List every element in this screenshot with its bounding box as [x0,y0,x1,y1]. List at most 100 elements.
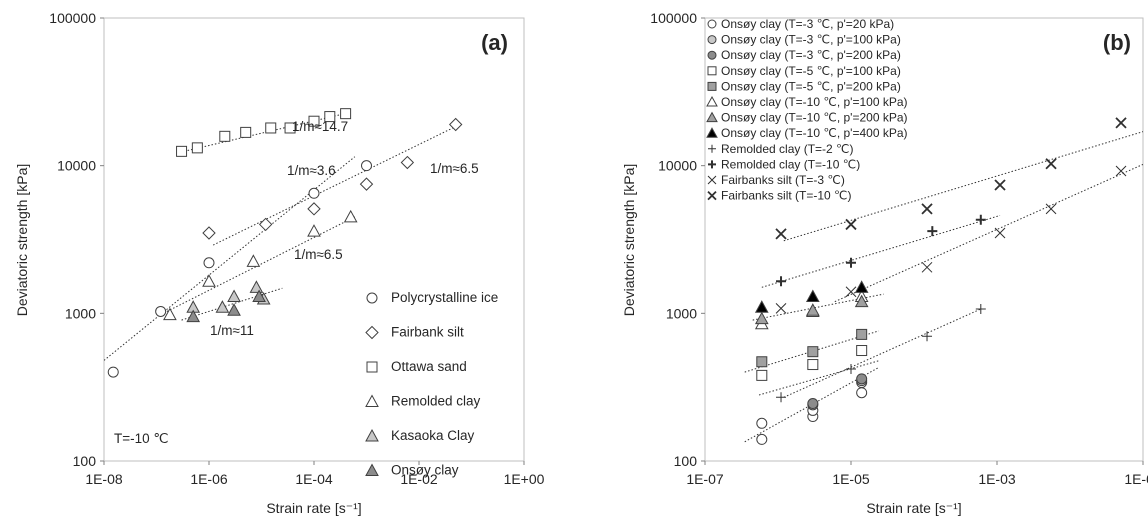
trendline [177,111,351,154]
data-point [107,366,119,378]
legend-label: Fairbanks silt (T=-10 ℃) [721,189,852,203]
x-tick-label: 1E-05 [832,471,870,487]
x-tick-label: 1E-04 [295,471,333,487]
legend-marker [707,50,717,60]
x-tick-label: 1E+00 [504,471,545,487]
trendline [744,367,879,443]
data-point [807,398,819,410]
legend-marker [706,95,718,107]
legend-marker [707,175,717,185]
trendline [761,214,1001,288]
data-point [202,274,216,287]
y-tick-label: 1000 [65,305,96,321]
legend-marker [365,428,379,442]
legend-marker [708,160,716,169]
data-point [754,311,769,325]
panel-a-label: (a) [481,30,508,55]
x-tick-label: 1E-07 [686,471,724,487]
trendline [212,124,461,246]
data-point [400,155,415,170]
data-point [921,203,933,215]
data-point [307,224,321,237]
data-point [215,300,230,313]
y-tick-label: 100 [674,453,698,469]
legend-marker [365,463,379,476]
data-point [756,369,768,381]
legend-label: Onsøy clay (T=-5 ℃, p'=200 kPa) [721,79,901,93]
x-tick-label: 1E-01 [1124,471,1148,487]
y-tick-label: 100 [73,453,97,469]
data-point [845,286,857,298]
legend-label: Polycrystalline ice [391,290,498,305]
legend-marker [365,394,379,407]
data-point [227,303,241,316]
data-point [754,300,769,313]
panel-a-x-axis-label: Strain rate [s⁻¹] [266,500,361,516]
legend-label: Fairbanks silt (T=-3 ℃) [721,173,845,187]
data-point [856,387,868,399]
trendline [104,156,356,361]
data-point [846,363,856,374]
x-tick-label: 1E-02 [400,471,438,487]
legend-label: Fairbank silt [391,325,464,340]
panel-b: 1E-07 1E-05 1E-03 1E-01 100 1000 10000 100000 (… [621,10,1148,516]
legend-marker [707,66,717,76]
data-point [340,108,352,120]
data-point [807,346,819,358]
data-point [219,130,231,142]
legend-label: Remolded clay (T=-2 ℃) [721,142,854,156]
legend-marker [707,19,717,29]
trendline [752,293,884,321]
slope-annotation: 1/m≈3.6 [287,163,336,178]
legend-marker [706,127,718,138]
legend-label: Onsøy clay (T=-10 ℃, p'=400 kPa) [721,126,908,140]
data-point [163,307,177,321]
legend-label: Ottawa sand [391,359,467,374]
data-point [994,227,1006,239]
slope-annotation: 1/m≈6.5 [430,161,479,176]
x-tick-label: 1E-06 [190,471,228,487]
data-point [249,280,264,293]
data-point [1045,203,1057,215]
legend-label: Onsøy clay (T=-3 ℃, p'=20 kPa) [721,17,894,31]
legend-label: Onsøy clay (T=-3 ℃, p'=100 kPa) [721,33,901,47]
legend-marker [707,190,717,201]
data-point [854,294,869,308]
legend-marker [366,361,378,373]
legend-label: Onsøy clay (T=-10 ℃, p'=100 kPa) [721,95,908,109]
data-point [856,345,868,357]
data-point [448,117,463,132]
data-point [1115,165,1127,177]
data-point [284,122,296,134]
data-point [324,111,336,123]
legend-marker [706,111,718,123]
data-point [846,257,856,268]
data-point [927,226,938,237]
slope-annotation: 1/m≈14.7 [292,119,348,134]
data-point [307,202,321,216]
data-point [776,276,787,287]
data-point [343,209,358,223]
data-point [308,187,320,199]
data-point [203,257,215,269]
slope-annotation: 1/m≈11 [210,323,254,338]
data-point [807,359,819,371]
legend-label: Kasaoka Clay [391,428,475,443]
legend-label: Onsøy clay (T=-5 ℃, p'=100 kPa) [721,64,901,78]
data-point [994,179,1006,191]
data-point [252,289,266,303]
data-point [756,356,768,368]
y-tick-label: 10000 [658,158,697,174]
panel-b-label: (b) [1103,30,1131,55]
data-point [856,328,868,340]
trendline [834,163,1143,303]
panel-b-y-axis-label: Deviatoric strength [kPa] [621,164,637,317]
data-point [756,433,768,445]
panel-b-plot-area [704,17,1144,462]
data-point [176,145,188,157]
legend-marker [708,144,716,153]
data-point [265,122,277,134]
slope-annotation: 1/m≈6.5 [294,247,343,262]
trendline [181,287,283,321]
